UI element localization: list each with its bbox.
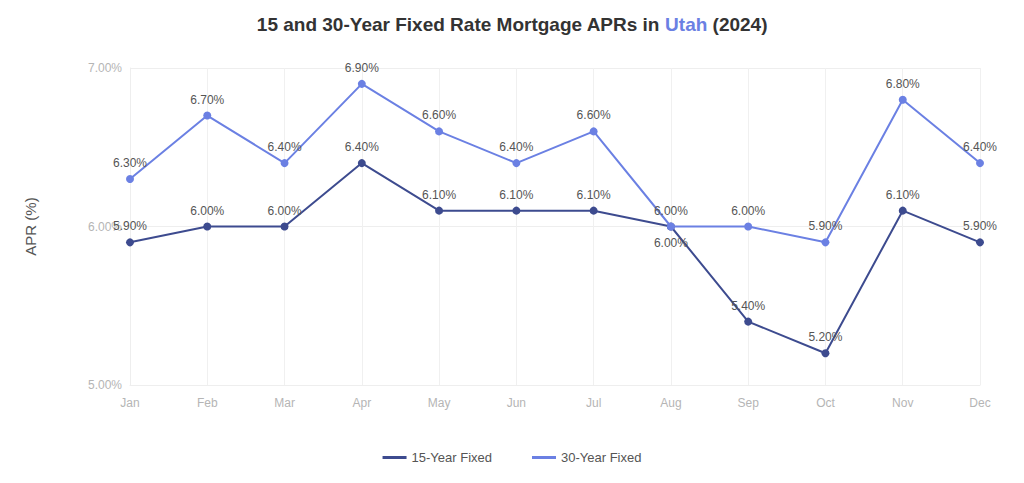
svg-text:May: May	[428, 396, 451, 410]
svg-text:7.00%: 7.00%	[88, 61, 122, 75]
svg-text:6.40%: 6.40%	[345, 140, 379, 154]
svg-text:6.40%: 6.40%	[963, 140, 997, 154]
svg-text:6.00%: 6.00%	[88, 219, 122, 234]
svg-text:6.30%: 6.30%	[113, 156, 147, 170]
svg-text:Feb: Feb	[197, 396, 218, 410]
svg-text:Aug: Aug	[660, 396, 681, 410]
svg-text:6.00%: 6.00%	[654, 204, 688, 218]
svg-text:6.40%: 6.40%	[499, 140, 533, 154]
svg-text:6.60%: 6.60%	[422, 108, 456, 122]
svg-text:6.00%: 6.00%	[190, 204, 224, 218]
svg-text:30-Year Fixed: 30-Year Fixed	[561, 450, 641, 465]
svg-text:5.90%: 5.90%	[113, 219, 147, 233]
svg-text:APR (%): APR (%)	[22, 197, 39, 255]
svg-text:15 and 30-Year Fixed Rate Mort: 15 and 30-Year Fixed Rate Mortgage APRs …	[257, 14, 665, 35]
svg-text:6.70%: 6.70%	[190, 93, 224, 107]
svg-text:Apr: Apr	[352, 396, 371, 410]
svg-text:6.10%: 6.10%	[499, 188, 533, 202]
svg-text:6.40%: 6.40%	[268, 140, 302, 154]
svg-text:5.20%: 5.20%	[808, 330, 842, 344]
svg-text:6.60%: 6.60%	[577, 108, 611, 122]
svg-text:6.10%: 6.10%	[422, 188, 456, 202]
svg-text:Dec: Dec	[969, 396, 990, 410]
svg-text:5.00%: 5.00%	[88, 378, 122, 392]
svg-text:6.00%: 6.00%	[268, 204, 302, 218]
svg-text:Jul: Jul	[586, 396, 601, 410]
svg-text:Mar: Mar	[274, 396, 295, 410]
svg-text:6.10%: 6.10%	[577, 188, 611, 202]
svg-text:5.90%: 5.90%	[808, 219, 842, 233]
svg-text:(2024): (2024)	[707, 14, 767, 35]
svg-text:Jun: Jun	[507, 396, 526, 410]
svg-text:Utah: Utah	[665, 14, 707, 35]
svg-text:Nov: Nov	[892, 396, 913, 410]
svg-text:6.80%: 6.80%	[886, 77, 920, 91]
svg-text:6.10%: 6.10%	[886, 188, 920, 202]
svg-text:6.00%: 6.00%	[731, 204, 765, 218]
svg-text:Sep: Sep	[738, 396, 760, 410]
svg-text:6.00%: 6.00%	[654, 236, 688, 250]
svg-text:5.90%: 5.90%	[963, 219, 997, 233]
svg-text:5.40%: 5.40%	[731, 299, 765, 313]
svg-text:15-Year Fixed: 15-Year Fixed	[412, 450, 492, 465]
svg-text:Oct: Oct	[816, 396, 835, 410]
svg-text:6.90%: 6.90%	[345, 61, 379, 75]
svg-text:Jan: Jan	[120, 396, 139, 410]
